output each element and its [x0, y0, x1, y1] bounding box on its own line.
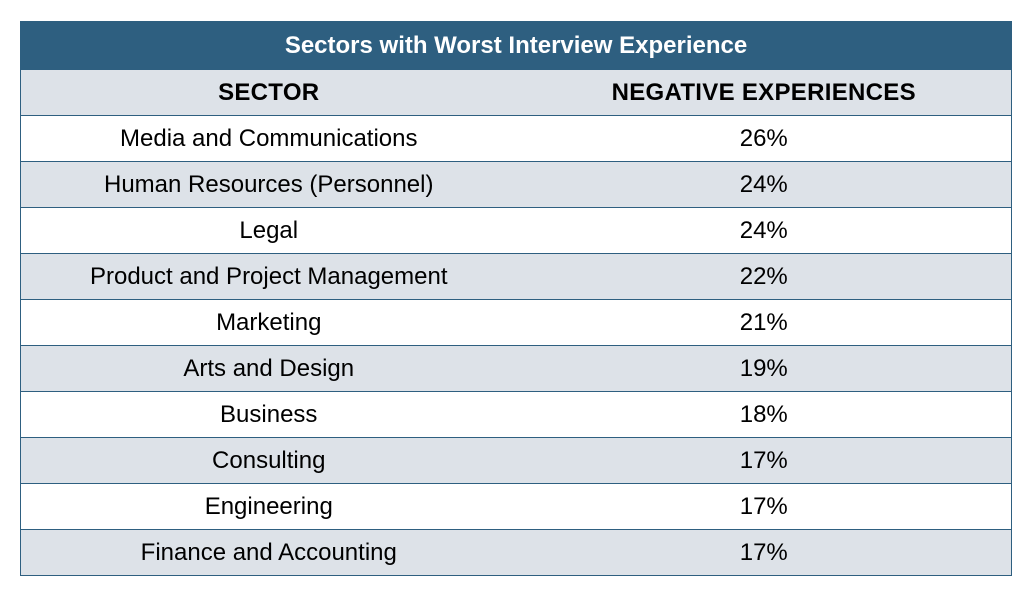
table-row: Product and Project Management 22%: [20, 253, 1012, 300]
sector-cell: Human Resources (Personnel): [20, 161, 517, 208]
table-row: Arts and Design 19%: [20, 345, 1012, 392]
sector-cell: Engineering: [20, 483, 517, 530]
sectors-table: Sectors with Worst Interview Experience …: [20, 21, 1012, 576]
table-title: Sectors with Worst Interview Experience: [20, 21, 1012, 70]
sector-cell: Business: [20, 391, 517, 438]
sector-cell: Media and Communications: [20, 115, 517, 162]
table-row: Media and Communications 26%: [20, 115, 1012, 162]
sector-cell: Arts and Design: [20, 345, 517, 392]
negative-experiences-cell: 17%: [516, 483, 1012, 530]
sector-cell: Product and Project Management: [20, 253, 517, 300]
data-table-container: Sectors with Worst Interview Experience …: [20, 21, 1012, 576]
table-row: Engineering 17%: [20, 483, 1012, 530]
negative-experiences-cell: 24%: [516, 161, 1012, 208]
negative-experiences-cell: 18%: [516, 391, 1012, 438]
negative-experiences-cell: 22%: [516, 253, 1012, 300]
column-header-row: SECTOR NEGATIVE EXPERIENCES: [20, 69, 1012, 116]
negative-experiences-cell: 21%: [516, 299, 1012, 346]
negative-experiences-cell: 17%: [516, 437, 1012, 484]
table-body: Media and Communications 26% Human Resourc…: [20, 115, 1012, 576]
sector-cell: Legal: [20, 207, 517, 254]
table-row: Finance and Accounting 17%: [20, 529, 1012, 576]
column-header-negative-experiences: NEGATIVE EXPERIENCES: [516, 69, 1012, 116]
table-row: Consulting 17%: [20, 437, 1012, 484]
negative-experiences-cell: 17%: [516, 529, 1012, 576]
table-row: Human Resources (Personnel) 24%: [20, 161, 1012, 208]
table-row: Legal 24%: [20, 207, 1012, 254]
sector-cell: Consulting: [20, 437, 517, 484]
negative-experiences-cell: 19%: [516, 345, 1012, 392]
table-row: Marketing 21%: [20, 299, 1012, 346]
sector-cell: Finance and Accounting: [20, 529, 517, 576]
negative-experiences-cell: 26%: [516, 115, 1012, 162]
table-row: Business 18%: [20, 391, 1012, 438]
sector-cell: Marketing: [20, 299, 517, 346]
negative-experiences-cell: 24%: [516, 207, 1012, 254]
title-row: Sectors with Worst Interview Experience: [20, 21, 1012, 70]
column-header-sector: SECTOR: [20, 69, 517, 116]
